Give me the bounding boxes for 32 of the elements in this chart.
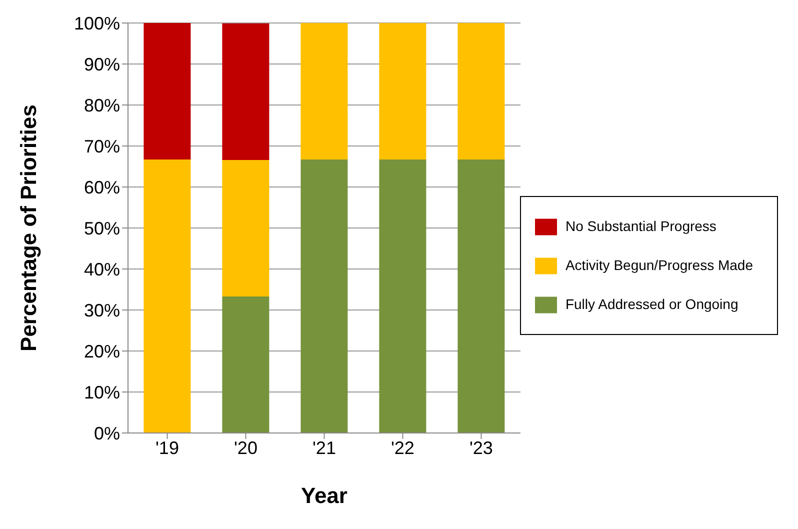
- y-tick-label: 60%: [84, 177, 120, 198]
- bar: [300, 160, 348, 433]
- x-tick-label: '23: [469, 438, 493, 458]
- bar: [379, 23, 426, 160]
- y-tick-label: 50%: [84, 218, 120, 238]
- bar: [222, 23, 270, 160]
- legend-label: No Substantial Progress: [565, 218, 716, 234]
- y-tick-label: 70%: [84, 136, 120, 156]
- bar: [458, 23, 505, 160]
- y-tick-label: 100%: [74, 13, 120, 34]
- y-tick-label: 80%: [84, 95, 120, 116]
- legend-label: Fully Addressed or Ongoing: [565, 296, 738, 312]
- bar: [379, 160, 426, 433]
- x-axis-title: Year: [300, 483, 348, 508]
- x-tick-label: '22: [390, 438, 414, 458]
- bar: [300, 23, 348, 160]
- bar: [222, 296, 270, 433]
- y-tick-label: 20%: [84, 341, 120, 362]
- y-tick-label: 10%: [84, 382, 120, 402]
- y-tick-label: 0%: [94, 423, 120, 444]
- y-tick-label: 90%: [84, 54, 120, 74]
- bar: [458, 160, 505, 433]
- bar: [144, 23, 191, 160]
- bar: [144, 160, 191, 433]
- y-tick-label: 40%: [84, 259, 120, 280]
- x-tick-label: '19: [156, 438, 179, 458]
- x-tick-label: '21: [312, 438, 336, 458]
- y-tick-label: 30%: [84, 300, 120, 320]
- y-axis-title: Percentage of Priorities: [16, 104, 41, 352]
- bar: [222, 160, 270, 296]
- x-tick-label: '20: [234, 438, 258, 458]
- legend-label: Activity Begun/Progress Made: [565, 257, 753, 273]
